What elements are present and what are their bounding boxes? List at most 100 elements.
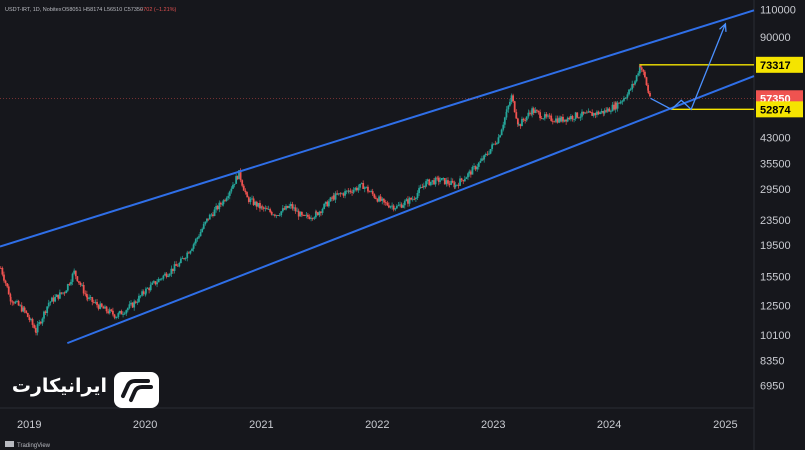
- candle-body: [382, 198, 385, 201]
- candle-body: [471, 166, 474, 175]
- candle-body: [521, 118, 523, 127]
- candle-body: [360, 183, 363, 184]
- channel-upper-line[interactable]: [0, 9, 755, 248]
- candle-body: [499, 135, 501, 138]
- candle-body: [125, 310, 128, 314]
- candle-body: [399, 204, 401, 206]
- candle-body: [238, 170, 240, 180]
- candle-body: [519, 124, 522, 127]
- candle-body: [484, 153, 487, 156]
- candle-body: [225, 198, 228, 201]
- candle-body: [288, 205, 291, 208]
- candle-body: [469, 171, 472, 175]
- candle-body: [460, 178, 463, 181]
- channel-lower-line[interactable]: [66, 75, 755, 345]
- candle-body: [191, 248, 193, 251]
- candle-body: [120, 310, 123, 315]
- candle-body: [175, 264, 178, 266]
- candle-body: [467, 173, 469, 178]
- candle-body: [394, 208, 397, 210]
- candle-body: [281, 208, 284, 212]
- candle-body: [176, 265, 179, 267]
- candle-body: [647, 85, 649, 91]
- time-axis[interactable]: 2019 2020 2021 2022 2023 2024 2025: [17, 419, 738, 431]
- candle-body: [513, 101, 516, 113]
- candle-body: [376, 198, 379, 202]
- candle-body: [213, 209, 216, 217]
- candle-body: [610, 111, 612, 113]
- candle-body: [418, 188, 420, 194]
- symbol-label[interactable]: USDT-IRT, 1D, Nobitex: [5, 7, 62, 13]
- candle-body: [547, 115, 549, 117]
- candle-body: [522, 118, 525, 121]
- candle-body: [151, 282, 154, 285]
- candle-body: [613, 104, 615, 110]
- candle-body: [58, 292, 61, 299]
- resistance-price-tag: [756, 56, 803, 73]
- time-tick-label: 2025: [713, 419, 737, 431]
- candle-body: [642, 69, 645, 72]
- candle-body: [606, 108, 609, 112]
- candle-body: [303, 215, 306, 217]
- candle-body: [233, 183, 236, 185]
- candle-body: [447, 180, 449, 184]
- time-tick-label: 2022: [365, 419, 389, 431]
- candle-body: [313, 217, 316, 219]
- candle-body: [216, 205, 219, 210]
- candle-body: [365, 186, 368, 188]
- candle-body: [44, 311, 47, 313]
- candle-body: [79, 282, 82, 286]
- candle-body: [16, 300, 18, 302]
- candle-body: [97, 305, 100, 309]
- candle-body: [587, 111, 590, 113]
- tradingview-badge[interactable]: TradingView: [5, 441, 51, 449]
- candle-body: [144, 293, 147, 295]
- candle-body: [94, 301, 97, 303]
- candle-body: [159, 278, 162, 280]
- candle-body: [479, 160, 482, 163]
- candle-body: [495, 143, 498, 145]
- candle-body: [262, 207, 265, 209]
- candle-body: [49, 301, 52, 303]
- candle-body: [241, 180, 244, 186]
- candle-body: [9, 296, 12, 302]
- candle-body: [157, 279, 160, 283]
- candle-body: [334, 193, 337, 200]
- price-tick-label: 19500: [760, 240, 791, 252]
- candle-body: [148, 288, 151, 291]
- candle-body: [81, 284, 84, 286]
- candle-body: [89, 297, 92, 298]
- candle-body: [285, 205, 287, 210]
- candle-body: [207, 218, 210, 220]
- candle-body: [76, 276, 79, 282]
- candle-body: [232, 184, 234, 189]
- candle-body: [577, 117, 580, 119]
- candle-body: [112, 310, 114, 315]
- candle-body: [73, 270, 76, 274]
- candle-body: [289, 204, 292, 206]
- candle-body: [154, 281, 157, 285]
- candle-body: [173, 264, 176, 271]
- candle-body: [172, 268, 174, 271]
- forecast-path[interactable]: [650, 23, 727, 111]
- candle-body: [455, 184, 458, 186]
- candle-body: [130, 302, 132, 305]
- candle-body: [108, 309, 111, 314]
- candle-body: [266, 208, 268, 210]
- candle-body: [491, 144, 494, 149]
- candle-body: [102, 306, 105, 309]
- candle-body: [600, 111, 603, 113]
- candle-body: [555, 118, 557, 122]
- time-tick-label: 2020: [133, 419, 157, 431]
- price-axis[interactable]: 110000 90000 43000 35500 29500 23500 19500 1550…: [756, 5, 803, 393]
- candle-body: [133, 301, 136, 308]
- candle-body: [11, 301, 14, 303]
- brand-logo: ایرانیکارت: [12, 372, 159, 408]
- candle-body: [255, 201, 258, 207]
- candle-body: [316, 212, 319, 216]
- candle-body: [637, 73, 640, 76]
- candle-body: [644, 71, 646, 78]
- candle-body: [516, 118, 519, 125]
- candle-body: [22, 307, 25, 312]
